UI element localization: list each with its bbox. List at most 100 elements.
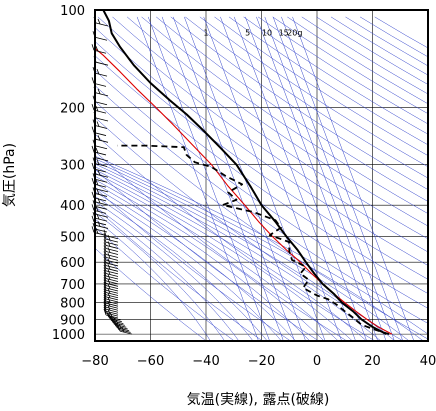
wind-barb xyxy=(103,305,119,315)
dry-adiabat xyxy=(95,70,428,309)
dry-adiabat xyxy=(359,16,428,58)
dry-adiabat xyxy=(95,187,291,341)
x-tick-label: −40 xyxy=(192,354,219,369)
wind-barb xyxy=(103,292,119,303)
wind-barb xyxy=(103,274,119,285)
wind-barb xyxy=(103,242,119,252)
dry-adiabat xyxy=(95,27,428,266)
wind-barb xyxy=(103,232,119,243)
mixing-ratio-line xyxy=(256,16,379,341)
mixing-ratio-label: 1 xyxy=(203,29,208,38)
x-tick-label: 20 xyxy=(364,354,381,369)
dry-adiabat xyxy=(141,16,428,214)
y-tick-label: 900 xyxy=(60,313,85,328)
moist-adiabat xyxy=(95,191,282,341)
mixing-ratio-line xyxy=(161,16,284,341)
x-tick-label: −20 xyxy=(248,354,275,369)
wind-barb xyxy=(103,269,119,280)
dry-adiabat xyxy=(112,16,428,240)
wind-barb xyxy=(103,264,119,275)
dry-adiabat xyxy=(95,206,263,341)
wind-barb xyxy=(103,251,119,261)
moist-adiabat xyxy=(95,175,339,341)
wind-barb xyxy=(103,254,119,264)
series-layer xyxy=(95,10,393,335)
mixing-ratio-line xyxy=(233,16,356,341)
mixing-ratio-line xyxy=(172,16,295,341)
moist-adiabat xyxy=(95,166,382,341)
parcel-curve xyxy=(95,47,393,335)
mixing-ratio-line xyxy=(147,16,270,341)
x-tick-label: −60 xyxy=(137,354,164,369)
mixing-ratio-label: 15 xyxy=(279,29,289,38)
wind-barb xyxy=(93,151,109,162)
mixing-ratio-line xyxy=(220,16,343,341)
moist-adiabat xyxy=(95,196,268,341)
mixing-ratio-line xyxy=(292,16,415,341)
dry-adiabat xyxy=(185,16,428,179)
y-tick-label: 800 xyxy=(60,297,85,312)
wind-barb xyxy=(103,288,119,299)
moist-adiabat xyxy=(95,183,311,341)
wind-barb xyxy=(103,239,119,249)
wind-barb xyxy=(103,248,119,258)
temperature-series xyxy=(102,10,387,335)
x-tick-label: −80 xyxy=(81,354,108,369)
mixing-ratio-line xyxy=(245,16,367,341)
moist-adiabat xyxy=(95,201,254,341)
dry-adiabat xyxy=(95,133,376,341)
wind-barb xyxy=(93,16,109,27)
dewpoint-series xyxy=(117,144,390,335)
wind-barb xyxy=(103,301,119,311)
dry-adiabat xyxy=(214,16,428,156)
moist-adiabat xyxy=(95,179,325,341)
mixing-ratio-line xyxy=(184,16,306,341)
x-tick-label: 40 xyxy=(420,354,436,369)
wind-barb xyxy=(103,262,119,272)
tick-labels: −80 −60 −40 −20 0 20 40 100 200 300 400 500 600 700 80… xyxy=(52,4,436,369)
moist-adiabat xyxy=(95,206,240,341)
y-tick-label: 1000 xyxy=(52,328,85,343)
y-axis-title: 気圧(hPa) xyxy=(2,143,18,207)
wind-barb xyxy=(103,229,119,240)
mixing-ratio-line xyxy=(136,16,259,341)
wind-barb xyxy=(103,308,119,319)
y-tick-label: 600 xyxy=(60,256,85,271)
mixing-ratio-label: 10 xyxy=(262,29,272,38)
mixing-ratio-line xyxy=(264,16,387,341)
y-tick-label: 500 xyxy=(60,231,85,246)
y-tick-label: 200 xyxy=(60,102,85,117)
dry-adiabat xyxy=(95,151,348,341)
plot-frame xyxy=(94,9,429,342)
mixing-ratio-line xyxy=(281,16,404,341)
moist-adiabat xyxy=(95,169,367,341)
wind-barb xyxy=(103,259,119,270)
wind-barb xyxy=(103,284,119,294)
wind-barb xyxy=(103,279,119,290)
mixing-ratio-line xyxy=(272,16,395,341)
mixing-ratio-label: 20g xyxy=(287,29,302,38)
dry-adiabat xyxy=(126,16,428,227)
wind-barb xyxy=(103,297,119,307)
moist-adiabat xyxy=(95,160,410,341)
dry-adiabat xyxy=(199,16,428,168)
moist-adiabat xyxy=(95,158,424,341)
dry-adiabat xyxy=(97,16,428,253)
y-tick-label: 100 xyxy=(60,4,85,19)
dry-adiabat xyxy=(170,16,428,190)
y-tick-label: 400 xyxy=(60,199,85,214)
moist-adiabat xyxy=(95,187,296,341)
x-tick-label: 0 xyxy=(313,354,321,369)
dry-adiabat xyxy=(95,55,428,294)
moist-adiabat xyxy=(95,212,225,341)
wind-barb xyxy=(103,256,119,267)
x-axis-title: 気温(実線), 露点(破線) xyxy=(187,392,330,408)
dry-adiabat xyxy=(345,16,428,67)
y-tick-label: 700 xyxy=(60,278,85,293)
mixing-ratio-label: 5 xyxy=(245,29,250,38)
moist-adiabat xyxy=(95,172,353,341)
wind-barb xyxy=(103,245,119,255)
dry-adiabat xyxy=(95,226,235,341)
dry-adiabat xyxy=(156,16,428,202)
